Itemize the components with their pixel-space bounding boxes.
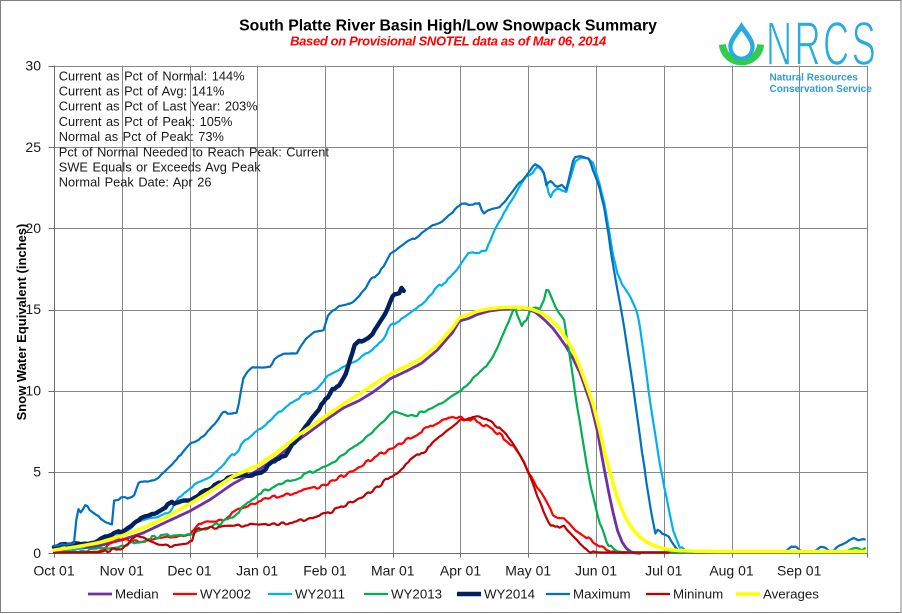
svg-text:South Platte River Basin High/: South Platte River Basin High/Low Snowpa… (239, 18, 657, 35)
svg-text:Averages: Averages (763, 587, 819, 602)
svg-text:WY2014: WY2014 (484, 587, 535, 602)
svg-text:Median: Median (115, 587, 159, 602)
svg-text:30: 30 (25, 58, 41, 74)
svg-text:15: 15 (25, 301, 41, 317)
svg-text:Snow Water Equivalent (inches): Snow Water Equivalent (inches) (14, 224, 29, 421)
svg-text:Apr 01: Apr 01 (440, 563, 481, 579)
svg-text:Pct of Normal Needed to Reach: Pct of Normal Needed to Reach Peak: Curr… (59, 144, 330, 159)
svg-text:Based on Provisional SNOTEL da: Based on Provisional SNOTEL data as of M… (290, 34, 607, 49)
svg-text:0: 0 (33, 545, 41, 561)
svg-text:Feb 01: Feb 01 (303, 563, 347, 579)
svg-text:Jul 01: Jul 01 (645, 563, 683, 579)
svg-text:Current as Pct of Avg: 141%: Current as Pct of Avg: 141% (59, 84, 225, 99)
svg-text:Mininum: Mininum (673, 587, 723, 602)
svg-text:5: 5 (33, 464, 41, 480)
svg-text:WY2011: WY2011 (295, 587, 345, 602)
svg-text:Current as Pct of Last Year: 2: Current as Pct of Last Year: 203% (59, 99, 258, 114)
svg-text:20: 20 (25, 220, 41, 236)
svg-text:NRCS: NRCS (766, 9, 878, 79)
svg-text:Conservation Service: Conservation Service (770, 84, 873, 95)
svg-text:Jan 01: Jan 01 (236, 563, 278, 579)
svg-text:Nov 01: Nov 01 (100, 563, 145, 579)
svg-text:Aug 01: Aug 01 (709, 563, 754, 579)
svg-text:WY2002: WY2002 (200, 587, 251, 602)
svg-text:Current as Pct of Normal: 144%: Current as Pct of Normal: 144% (59, 68, 245, 83)
svg-text:WY2013: WY2013 (391, 587, 442, 602)
svg-text:Normal Peak Date: Apr 26: Normal Peak Date: Apr 26 (59, 175, 212, 190)
svg-text:Sep 01: Sep 01 (777, 563, 822, 579)
svg-text:Current as Pct of Peak: 105%: Current as Pct of Peak: 105% (59, 114, 233, 129)
svg-text:Jun 01: Jun 01 (575, 563, 617, 579)
svg-text:NRCS: NRCS (766, 9, 878, 79)
svg-text:Normal as Pct of Peak: 73%: Normal as Pct of Peak: 73% (59, 129, 224, 144)
svg-text:Natural Resources: Natural Resources (770, 73, 859, 84)
svg-text:10: 10 (25, 383, 41, 399)
svg-text:Oct 01: Oct 01 (33, 563, 74, 579)
svg-text:May 01: May 01 (505, 563, 551, 579)
svg-text:25: 25 (25, 139, 41, 155)
svg-text:Maximum: Maximum (573, 587, 631, 602)
svg-text:Dec 01: Dec 01 (167, 563, 212, 579)
svg-text:Mar 01: Mar 01 (371, 563, 415, 579)
svg-text:SWE Equals or Exceeds Avg Peak: SWE Equals or Exceeds Avg Peak (59, 160, 261, 175)
